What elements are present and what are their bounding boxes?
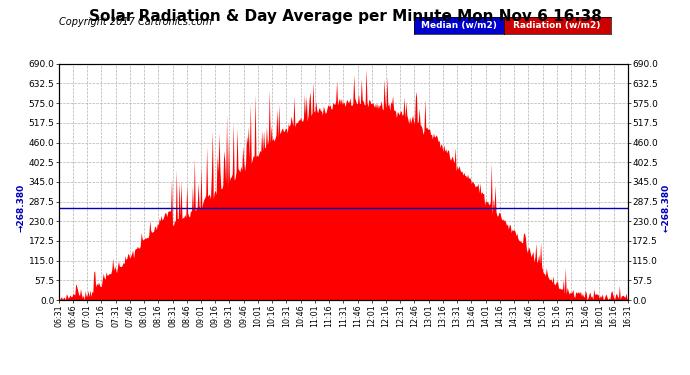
Text: Radiation (w/m2): Radiation (w/m2)	[513, 21, 601, 30]
Text: Solar Radiation & Day Average per Minute Mon Nov 6 16:38: Solar Radiation & Day Average per Minute…	[88, 9, 602, 24]
Text: Median (w/m2): Median (w/m2)	[421, 21, 497, 30]
Text: →268.380: →268.380	[16, 184, 26, 232]
Text: Copyright 2017 Cartronics.com: Copyright 2017 Cartronics.com	[59, 17, 212, 27]
Text: ←268.380: ←268.380	[661, 184, 671, 232]
